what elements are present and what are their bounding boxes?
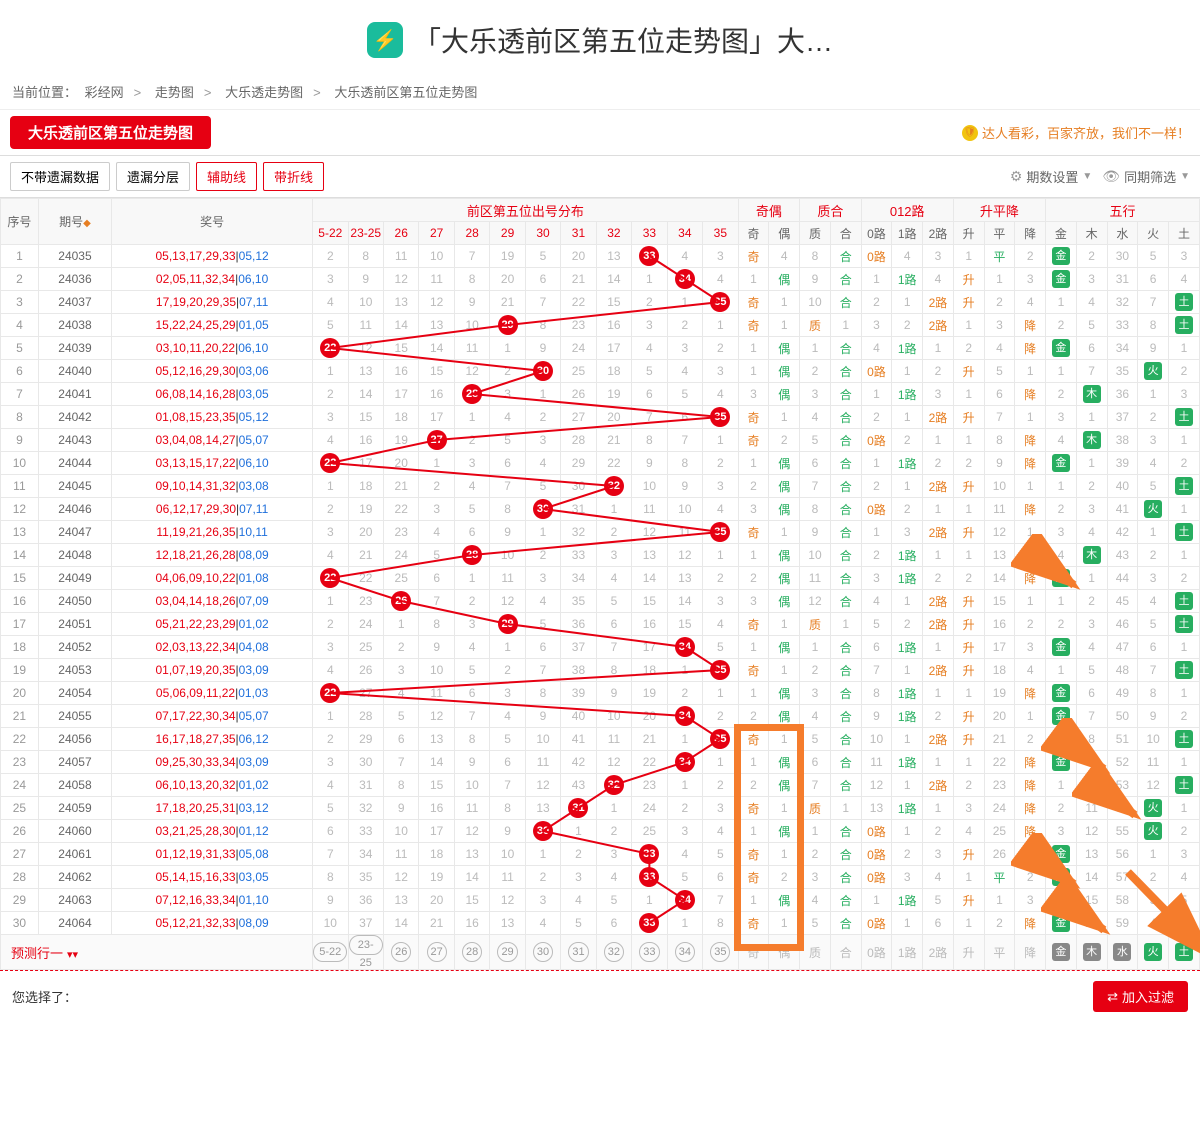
btn-miss-layer[interactable]: 遗漏分层 <box>116 162 190 191</box>
table-row: 32403717,19,20,29,35|07,1141013129217221… <box>1 291 1200 314</box>
table-row: 82404201,08,15,23,35|05,1231518171422720… <box>1 406 1200 429</box>
table-row: 122404606,12,17,29,30|07,112192235830311… <box>1 498 1200 521</box>
table-row: 92404303,04,08,14,27|05,0741619272532821… <box>1 429 1200 452</box>
table-row: 172405105,21,22,23,29|01,022241832953661… <box>1 613 1200 636</box>
btn-fold-line[interactable]: 带折线 <box>263 162 324 191</box>
table-row: 52403903,10,11,20,22|06,1022121514111924… <box>1 337 1200 360</box>
page-title: 「大乐透前区第五位走势图」大… <box>413 20 833 60</box>
col-period[interactable]: 期号◆ <box>38 199 111 245</box>
table-row: 292406307,12,16,33,34|01,109361320151234… <box>1 889 1200 912</box>
crumb-link[interactable]: 彩经网 <box>85 85 124 100</box>
col-group-dist: 前区第五位出号分布 <box>313 199 739 222</box>
table-row: 262406003,21,25,28,30|01,126331017129301… <box>1 820 1200 843</box>
btn-no-miss[interactable]: 不带遗漏数据 <box>10 162 110 191</box>
table-row: 282406205,14,15,16,33|03,058351219141123… <box>1 866 1200 889</box>
table-row: 152404904,06,09,10,22|01,082222256111334… <box>1 567 1200 590</box>
table-row: 12403505,13,17,29,33|05,1228111071952013… <box>1 245 1200 268</box>
prediction-row: 预测行一▾▾5-2223-2526272829303132333435奇偶质合0… <box>1 935 1200 970</box>
toolbar: 不带遗漏数据 遗漏分层 辅助线 带折线 ⚙ 期数设置 ▼ 👁 同期筛选 ▼ <box>0 155 1200 198</box>
crumb-link[interactable]: 大乐透走势图 <box>225 85 303 100</box>
col-nums: 奖号 <box>112 199 313 245</box>
col-group-oe: 奇偶 <box>738 199 799 222</box>
table-row: 102404403,13,15,17,22|06,102217201364292… <box>1 452 1200 475</box>
table-row: 72404106,08,14,16,28|03,0521417162831261… <box>1 383 1200 406</box>
eye-icon: 👁 <box>1102 168 1120 185</box>
col-seq: 序号 <box>1 199 39 245</box>
shield-icon: ⚡ <box>367 22 403 58</box>
table-row: 242405806,10,13,20,32|01,024318151071243… <box>1 774 1200 797</box>
table-row: 132404711,19,21,26,35|10,113202346913221… <box>1 521 1200 544</box>
col-group-zh: 质合 <box>800 199 861 222</box>
table-row: 112404509,10,14,31,32|03,081182124753032… <box>1 475 1200 498</box>
add-filter-button[interactable]: ⇄ 加入过滤 <box>1093 981 1188 1012</box>
chevron-down-icon: ▼ <box>1180 171 1190 182</box>
breadcrumb: 当前位置： 彩经网> 走势图> 大乐透走势图> 大乐透前区第五位走势图 <box>0 74 1200 110</box>
table-row: 162405003,04,14,18,26|07,091232672124355… <box>1 590 1200 613</box>
table-row: 42403815,22,24,25,29|01,0551114131029823… <box>1 314 1200 337</box>
table-row: 202405405,06,09,11,22|01,032227411638399… <box>1 682 1200 705</box>
crumb-current: 大乐透前区第五位走势图 <box>334 85 477 100</box>
btn-aux-line[interactable]: 辅助线 <box>196 162 257 191</box>
slogan: 🛡 达人看彩，百家齐放，我们不一样！ <box>962 123 1190 142</box>
table-row: 252405917,18,20,25,31|03,125329161181331… <box>1 797 1200 820</box>
selection-label: 您选择了： <box>12 987 77 1006</box>
dd-filter[interactable]: 👁 同期筛选 ▼ <box>1102 167 1190 186</box>
col-group-lu: 012路 <box>861 199 953 222</box>
table-row: 22403602,05,11,32,34|06,1039121182062114… <box>1 268 1200 291</box>
table-row: 302406405,12,21,32,33|08,091037142116134… <box>1 912 1200 935</box>
table-row: 142404812,18,21,26,28|08,094212452810233… <box>1 544 1200 567</box>
table-row: 62404005,12,16,29,30|03,0611316151223025… <box>1 360 1200 383</box>
chevron-down-icon: ▼ <box>1082 171 1092 182</box>
trend-table: 序号 期号◆ 奖号 前区第五位出号分布 奇偶 质合 012路 升平降 五行 5-… <box>0 198 1200 970</box>
table-row: 232405709,25,30,33,34|03,093307149611421… <box>1 751 1200 774</box>
filter-icon: ⇄ <box>1107 989 1118 1005</box>
crumb-link[interactable]: 走势图 <box>155 85 194 100</box>
col-group-wx: 五行 <box>1046 199 1200 222</box>
gear-icon: ⚙ <box>1010 168 1023 185</box>
badge-icon: 🛡 <box>962 125 978 141</box>
table-row: 182405202,03,13,22,34|04,083252941637717… <box>1 636 1200 659</box>
table-row: 212405507,17,22,30,34|05,071285127494010… <box>1 705 1200 728</box>
table-row: 192405301,07,19,20,35|03,094263105273881… <box>1 659 1200 682</box>
col-group-spj: 升平降 <box>953 199 1045 222</box>
table-row: 272406101,12,19,31,33|05,087341118131012… <box>1 843 1200 866</box>
table-row: 222405616,17,18,27,35|06,122296138510411… <box>1 728 1200 751</box>
dd-periods[interactable]: ⚙ 期数设置 ▼ <box>1010 167 1092 186</box>
chart-title-tab: 大乐透前区第五位走势图 <box>10 116 211 149</box>
